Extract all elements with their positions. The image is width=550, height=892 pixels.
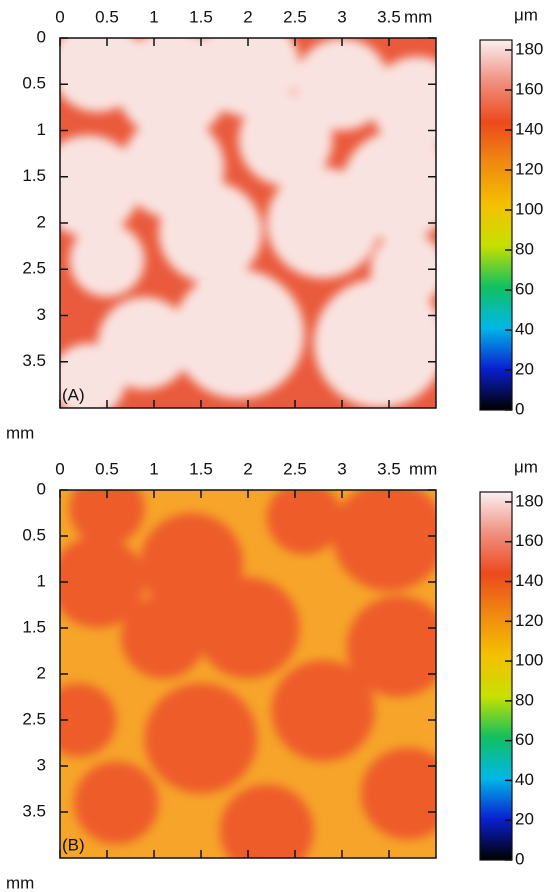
cell: [74, 761, 159, 845]
colorbar-tick-label: 80: [515, 239, 534, 258]
x-tick-label: 1.5: [189, 7, 213, 26]
y-tick-label: 3: [37, 305, 46, 324]
height-map: [60, 490, 436, 858]
colorbar-tick-label: 180: [515, 39, 543, 58]
cell: [158, 181, 263, 284]
colorbar-tick-label: 40: [515, 319, 534, 338]
x-tick-label: 2.5: [283, 7, 307, 26]
colorbar-tick-label: 0: [515, 399, 524, 418]
cell: [121, 595, 206, 679]
x-tick-label: 2: [243, 7, 252, 26]
x-tick-label: 0: [55, 7, 64, 26]
cell: [271, 660, 375, 762]
cell: [60, 135, 140, 237]
colorbar-tick-label: 160: [515, 531, 543, 550]
panel: 0 0.5 1 1.5 2 2.5 3 3.5 mm00.511.522.533.5mm(A)0…: [6, 5, 543, 442]
colorbar-tick-label: 80: [515, 690, 534, 709]
x-tick-label: 3.5: [377, 7, 401, 26]
colorbar-tick-label: 120: [515, 159, 543, 178]
cell: [370, 56, 436, 149]
panel-label: (B): [62, 835, 85, 854]
colorbar-tick-label: 60: [515, 279, 534, 298]
y-tick-label: 2.5: [22, 259, 46, 278]
panel-label: (A): [62, 385, 85, 404]
cell: [346, 595, 436, 697]
x-tick-label: 2: [243, 459, 252, 478]
map-cells: [60, 490, 436, 858]
colorbar-tick-label: 100: [515, 199, 543, 218]
y-tick-label: 0: [37, 479, 46, 498]
cell: [60, 536, 145, 628]
cell: [172, 269, 305, 399]
y-tick-label: 0.5: [22, 74, 46, 93]
cell: [266, 167, 380, 279]
colorbar-tick-label: 20: [515, 359, 534, 378]
y-tick-label: 1: [37, 571, 46, 590]
y-tick-label: 3.5: [22, 801, 46, 820]
colorbar-tick-label: 20: [515, 810, 534, 829]
y-tick-label: 0.5: [22, 525, 46, 544]
colorbar-label: μm: [514, 5, 538, 24]
cell: [370, 232, 436, 307]
x-tick-label: 3.5: [377, 459, 401, 478]
colorbar-tick-label: 140: [515, 571, 543, 590]
height-map: [60, 38, 436, 408]
x-tick-label: 1: [149, 7, 158, 26]
x-tick-label: 0.5: [95, 7, 119, 26]
y-tick-label: 3.5: [22, 351, 46, 370]
colorbar-tick-label: 0: [515, 849, 524, 868]
x-tick-label: 0: [55, 459, 64, 478]
x-tick-label: 3: [337, 7, 346, 26]
y-tick-label: 0: [37, 27, 46, 46]
cell: [266, 490, 342, 555]
colorbar-tick-label: 160: [515, 79, 543, 98]
colorbar-tick-label: 60: [515, 730, 534, 749]
x-tick-label: 1: [149, 459, 158, 478]
y-tick-label: 2: [37, 663, 46, 682]
colorbar: [479, 491, 513, 861]
cell: [219, 784, 314, 858]
colorbar: [479, 39, 513, 411]
x-tick-label: 3: [337, 459, 346, 478]
y-tick-label: 3: [37, 755, 46, 774]
y-tick-label: 1.5: [22, 617, 46, 636]
cell: [60, 343, 126, 408]
cell: [313, 278, 436, 408]
panel: 0 0.5 1 1.5 2 2.5 3 3.5 mm 0 0.5 1 1.5 2 2.5 3 3.5 mm (B) 0…: [6, 457, 543, 892]
colorbar-tick-label: 180: [515, 491, 543, 510]
x-axis-label: mm: [409, 459, 437, 478]
x-tick-label: 1.5: [189, 459, 213, 478]
colorbar-tick-label: 120: [515, 611, 543, 630]
cell: [144, 683, 258, 794]
cell: [360, 747, 436, 840]
cell: [332, 490, 436, 592]
y-axis-label: mm: [6, 423, 34, 442]
cell: [69, 223, 145, 297]
cell: [238, 93, 333, 186]
y-axis-label: mm: [6, 873, 34, 892]
y-tick-label: 2.5: [22, 709, 46, 728]
colorbar-label: μm: [514, 457, 538, 476]
cell: [196, 577, 300, 679]
y-tick-label: 1: [37, 120, 46, 139]
colorbar-tick-label: 40: [515, 770, 534, 789]
colorbar-tick-label: 100: [515, 651, 543, 670]
y-tick-label: 2: [37, 212, 46, 231]
y-tick-label: 1.5: [22, 166, 46, 185]
x-tick-label: 0.5: [95, 459, 119, 478]
x-axis-label: mm: [404, 7, 432, 26]
x-tick-label: 2.5: [283, 459, 307, 478]
cell: [69, 490, 145, 546]
colorbar-tick-label: 140: [515, 119, 543, 138]
cell: [60, 683, 117, 757]
map-cells: [60, 38, 436, 408]
